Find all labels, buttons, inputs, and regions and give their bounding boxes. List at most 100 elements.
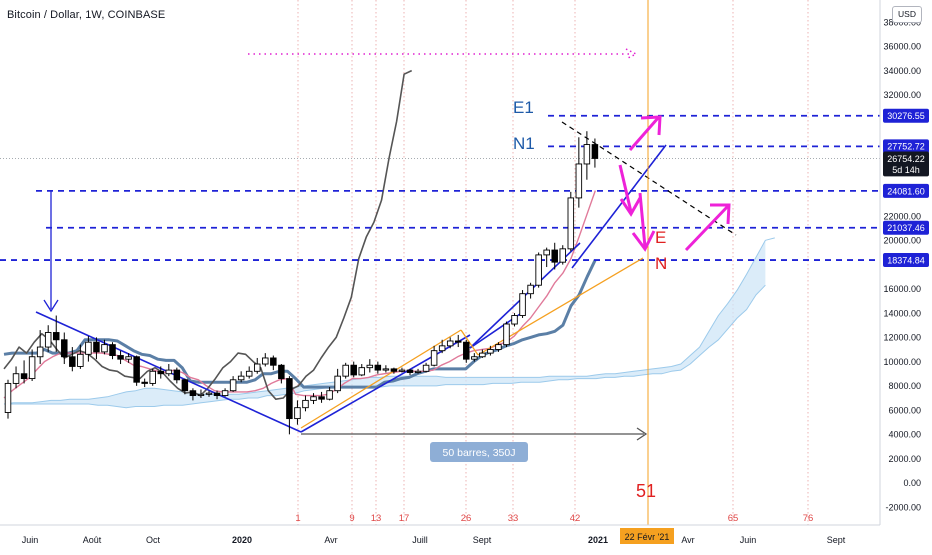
price-label-box [883, 151, 929, 166]
y-tick-label: 6000.00 [888, 405, 921, 415]
candle-up [221, 390, 229, 397]
candle-up [471, 356, 478, 360]
range-box-label: 50 barres, 350J [443, 447, 516, 459]
range-box [430, 442, 528, 462]
candle-up [358, 367, 366, 376]
time-count-label: 76 [803, 513, 814, 524]
y-tick-label: 14000.00 [883, 308, 921, 318]
orange-line-3 [477, 257, 644, 356]
candle-up [366, 364, 374, 369]
candle-down [61, 339, 68, 358]
candle-up [446, 340, 454, 347]
current-date-box [620, 528, 674, 544]
y-tick-label: 32000.00 [883, 90, 921, 100]
x-tick-label: Oct [146, 535, 161, 545]
current-date-label: 22 Févr '21 [625, 532, 670, 542]
label-e1: E1 [513, 98, 534, 117]
candle-up [519, 293, 526, 316]
candle-up [479, 352, 486, 358]
axes: 38000.0036000.0034000.0032000.0030000.00… [0, 0, 929, 545]
candle-down [278, 364, 285, 380]
candle-up [229, 379, 237, 392]
currency-button[interactable]: USD [892, 6, 922, 23]
candle-down [133, 356, 140, 383]
candle-up [414, 370, 422, 373]
candle-up [262, 357, 269, 365]
candle-up [527, 284, 534, 295]
range-arrow-head [636, 427, 648, 441]
candle-down [463, 341, 470, 360]
candle-up [36, 346, 44, 358]
candle-down [20, 373, 28, 380]
y-tick-label: 8000.00 [888, 381, 921, 391]
time-count-label: 65 [728, 513, 739, 524]
candle-up [302, 399, 309, 409]
candle-down [286, 378, 293, 420]
tenkan-line [3, 190, 596, 399]
candle-down [157, 370, 165, 375]
candle-down [270, 357, 277, 366]
candle-down [189, 390, 197, 397]
price-label: 21037.46 [887, 223, 925, 233]
candle-down [406, 369, 414, 373]
time-count-label: 1 [295, 513, 300, 524]
price-label: 5d 14h [892, 165, 920, 175]
label-e: E [655, 228, 666, 247]
candle-up [342, 364, 349, 377]
projection-arrow-head [625, 48, 638, 60]
candle-up [503, 323, 510, 346]
candle-up [575, 163, 583, 199]
price-label-box [883, 139, 929, 154]
x-tick-label: Sept [473, 535, 492, 545]
magenta-arrow-up-2-head [710, 203, 731, 225]
candle-up [101, 344, 108, 353]
candle-down [374, 364, 382, 371]
candle-up [4, 382, 12, 413]
candle-down [318, 396, 325, 400]
candle-up [77, 353, 84, 367]
price-label-box [883, 253, 929, 268]
candle-down [109, 344, 116, 356]
candle-down [69, 356, 76, 367]
y-tick-label: 36000.00 [883, 42, 921, 52]
candle-up [430, 350, 438, 366]
candle-down [350, 364, 357, 376]
x-tick-label: Avr [324, 535, 337, 545]
y-tick-label: 34000.00 [883, 66, 921, 76]
candle-up [125, 356, 132, 360]
y-tick-label: 16000.00 [883, 284, 921, 294]
senkou-span-a [4, 284, 766, 409]
magenta-arrow-up-head [640, 115, 662, 136]
y-tick-label: -2000.00 [885, 502, 921, 512]
candle-up [511, 315, 518, 325]
price-label-box [883, 108, 929, 123]
x-tick-label: Juin [22, 535, 39, 545]
candle-down [390, 368, 398, 372]
price-label: 30276.55 [887, 111, 925, 121]
price-label-box [883, 162, 929, 177]
x-tick-label: Avr [681, 535, 694, 545]
magenta-arrow-down-2 [638, 192, 647, 248]
annotations: E1 N1 EN 51 50 barres, 350J [430, 98, 667, 501]
candle-up [487, 349, 494, 354]
candle-down [52, 332, 60, 341]
candle-up [253, 363, 261, 372]
candle-up [535, 254, 542, 286]
candle-up [382, 368, 390, 371]
y-tick-label: 22000.00 [883, 211, 921, 221]
chart-title: Bitcoin / Dollar, 1W, COINBASE [7, 9, 166, 21]
price-label-box [883, 183, 929, 198]
candle-up [245, 370, 253, 377]
x-tick-label: Juin [740, 535, 757, 545]
candle-up [398, 369, 406, 372]
candle-up [149, 370, 156, 384]
candle-up [495, 344, 502, 350]
price-label: 27752.72 [887, 142, 925, 152]
time-count-label: 26 [461, 513, 472, 524]
candle-up [326, 390, 333, 400]
price-label: 26754.22 [887, 154, 925, 164]
resistance-dashed [561, 121, 737, 236]
up-trendline-4 [571, 144, 667, 269]
